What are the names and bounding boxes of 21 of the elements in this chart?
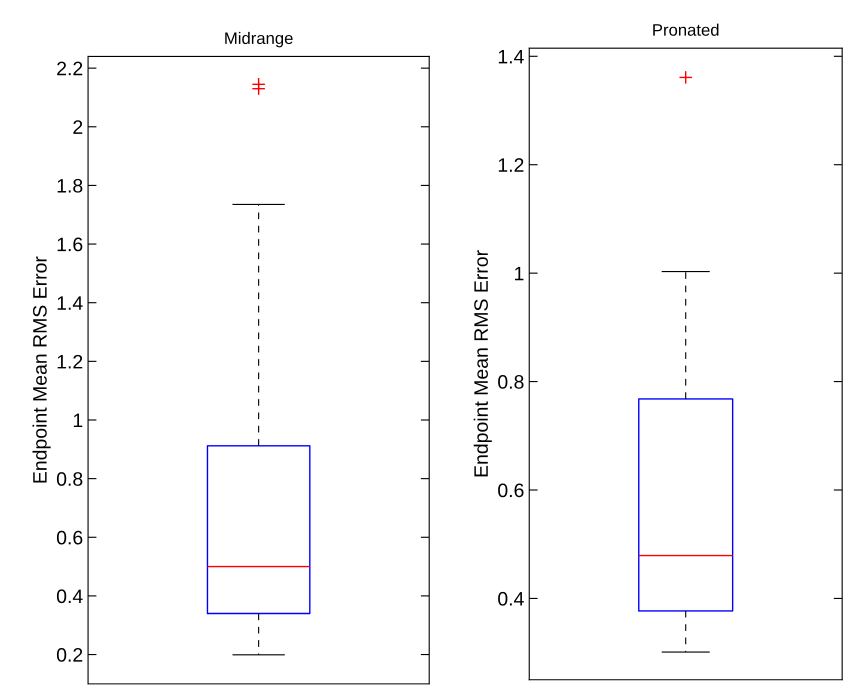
y-tick-label: 1.4	[498, 50, 524, 64]
chart-title: Pronated	[653, 24, 718, 36]
y-tick-label: 2.2	[57, 62, 82, 76]
y-tick-label: 1.8	[58, 178, 82, 193]
y-tick-label: 0.8	[56, 472, 82, 486]
y-tick-label: 1	[74, 414, 82, 428]
y-tick-label: 0.6	[498, 483, 524, 498]
y-tick-label: 1.4	[58, 296, 83, 310]
y-tick-label: 0.8	[498, 375, 524, 389]
y-tick-label: 0.6	[56, 530, 82, 545]
y-tick-label: 0.4	[498, 592, 524, 606]
y-tick-label: 1.2	[58, 354, 82, 368]
y-tick-label: 2	[73, 120, 82, 134]
chart-title: Midrange	[225, 32, 293, 48]
y-tick-label: 0.4	[56, 589, 83, 604]
y-tick-label: 1.6	[58, 238, 82, 252]
y-tick-label: 1.2	[498, 158, 524, 172]
y-tick-label: 1	[515, 266, 524, 280]
y-axis-title: Endpoint Mean RMS Error	[474, 250, 492, 476]
y-tick-label: 0.2	[56, 648, 82, 662]
y-axis-title: Endpoint Mean RMS Error	[32, 256, 51, 483]
